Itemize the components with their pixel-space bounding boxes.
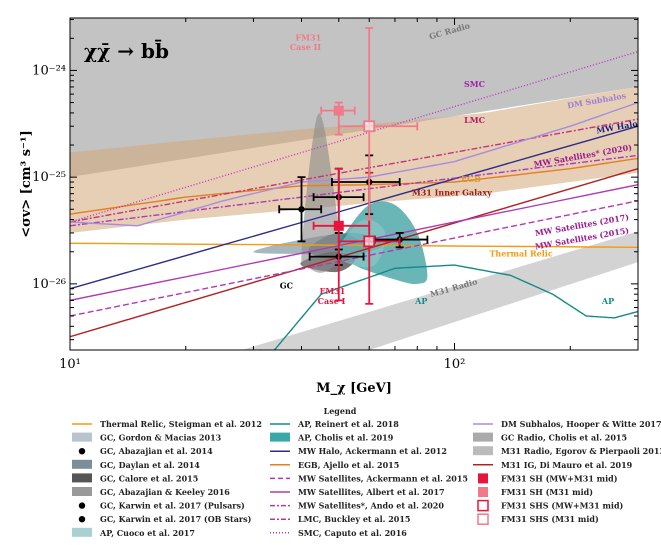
svg-text:GC, Abazajian & Keeley 2016: GC, Abazajian & Keeley 2016 [100, 487, 230, 497]
contour-gcabaz [301, 113, 339, 273]
tick-layer: 10¹ 10² 10⁻²⁶ 10⁻²⁵ 10⁻²⁴ [32, 18, 639, 372]
y-tick-label-1: 10⁻²⁵ [32, 170, 66, 185]
svg-text:FM31 SH (MW+M31 mid): FM31 SH (MW+M31 mid) [501, 473, 618, 483]
legend-item-25: FM31 SHS (M31 mid) [477, 513, 599, 525]
annotation-17: AP [414, 296, 427, 306]
svg-text:GC, Gordon & Macias 2013: GC, Gordon & Macias 2013 [100, 433, 222, 443]
plot-frame [69, 17, 639, 351]
legend-item-15: MW Satellites*, Ando et al. 2020 [270, 501, 444, 511]
svg-text:AP, Reinert et al. 2018: AP, Reinert et al. 2018 [297, 419, 399, 429]
legend-item-7: GC, Karwin et al. 2017 (OB Stars) [78, 514, 252, 524]
legend-item-4: GC, Calore et al. 2015 [72, 473, 198, 483]
svg-text:MW Satellites, Ackermann et al: MW Satellites, Ackermann et al. 2015 [298, 473, 468, 483]
legend-item-18: DM Subhalos, Hooper & Witte 2017 [473, 419, 661, 429]
point-fm31shs_m31 [337, 27, 419, 221]
line-thermal [70, 242, 638, 248]
legend-title: Legend [324, 406, 357, 416]
legend-item-19: GC Radio, Cholis et al. 2015 [473, 432, 627, 443]
legend-item-0: Thermal Relic, Steigman et al. 2012 [72, 419, 262, 429]
annotation-16: Case II [290, 42, 322, 52]
legend-item-17: SMC, Caputo et al. 2016 [270, 528, 407, 538]
legend-item-16: LMC, Buckley et al. 2015 [270, 514, 410, 524]
point-fm31sh_mwm31 [312, 167, 371, 302]
point-layer [278, 27, 429, 305]
point-abaz2014 [278, 176, 323, 243]
svg-text:MW Satellites*, Ando et al. 20: MW Satellites*, Ando et al. 2020 [298, 501, 444, 511]
svg-text:LMC, Buckley et al. 2015: LMC, Buckley et al. 2015 [298, 514, 410, 524]
legend-item-12: EGB, Ajello et al. 2015 [270, 460, 399, 470]
svg-text:DM Subhalos, Hooper & Witte 20: DM Subhalos, Hooper & Witte 2017 [501, 419, 661, 429]
svg-text:EGB, Ajello et al. 2015: EGB, Ajello et al. 2015 [298, 460, 399, 470]
legend-item-21: M31 IG, Di Mauro et al. 2019 [473, 460, 633, 470]
legend-item-9: AP, Reinert et al. 2018 [270, 419, 399, 429]
svg-text:Thermal Relic, Steigman et al.: Thermal Relic, Steigman et al. 2012 [100, 419, 262, 429]
svg-text:GC Radio, Cholis et al. 2015: GC Radio, Cholis et al. 2015 [501, 433, 627, 443]
y-tick-label-2: 10⁻²⁴ [32, 63, 66, 78]
svg-text:FM31 SHS (M31 mid): FM31 SHS (M31 mid) [501, 514, 599, 524]
legend: Thermal Relic, Steigman et al. 2012 GC, G… [72, 419, 661, 538]
annotation-7: M31 Inner Galaxy [412, 188, 492, 198]
svg-text:GC, Abazajian et al. 2014: GC, Abazajian et al. 2014 [100, 446, 213, 456]
legend-item-14: MW Satellites, Albert et al. 2017 [270, 487, 445, 497]
line-mwsat2020 [70, 154, 638, 227]
svg-text:FM31 SH (M31 mid): FM31 SH (M31 mid) [501, 487, 593, 497]
legend-item-1: GC, Gordon & Macias 2013 [72, 432, 222, 443]
legend-item-8: AP, Cuoco et al. 2017 [72, 527, 195, 538]
svg-text:GC, Daylan et al. 2014: GC, Daylan et al. 2014 [100, 460, 200, 470]
legend-item-13: MW Satellites, Ackermann et al. 2015 [270, 473, 468, 483]
svg-text:GC, Karwin et al. 2017 (OB Sta: GC, Karwin et al. 2017 (OB Stars) [100, 514, 252, 524]
annotation-1: SMC [464, 79, 485, 89]
legend-item-24: FM31 SHS (MW+M31 mid) [477, 499, 624, 512]
line-dmsub [70, 101, 638, 227]
legend-item-11: MW Halo, Ackermann et al. 2012 [270, 446, 447, 456]
legend-item-22: FM31 SH (MW+M31 mid) [478, 473, 618, 484]
svg-text:MW Satellites, Albert et al. 2: MW Satellites, Albert et al. 2017 [298, 487, 445, 497]
annotation-10: Thermal Relic [489, 249, 552, 259]
line-lmc [70, 118, 638, 223]
annotation-6: EGB [461, 174, 481, 184]
svg-text:FM31 SHS (MW+M31 mid): FM31 SHS (MW+M31 mid) [501, 501, 624, 511]
band-m31radio-fill [241, 231, 638, 350]
y-tick-label-0: 10⁻²⁶ [32, 277, 66, 292]
legend-item-3: GC, Daylan et al. 2014 [72, 459, 200, 470]
annotation-3: LMC [464, 115, 485, 125]
y-axis-label: <σv> [cm³ s⁻¹] [19, 130, 34, 238]
svg-text:GC, Karwin et al. 2017 (Pulsar: GC, Karwin et al. 2017 (Pulsars) [100, 501, 245, 511]
legend-item-5: GC, Abazajian & Keeley 2016 [72, 487, 230, 497]
legend-item-2: GC, Abazajian et al. 2014 [78, 446, 213, 456]
x-tick-label-0: 10¹ [59, 357, 81, 372]
legend-item-23: FM31 SH (M31 mid) [478, 487, 593, 497]
annotation-18: AP [601, 296, 614, 306]
svg-text:M31 IG, Di Mauro et al. 2019: M31 IG, Di Mauro et al. 2019 [501, 460, 633, 470]
band-gcradio [70, 18, 638, 178]
annotation-13: FM31 [320, 286, 346, 296]
svg-text:AP, Cuoco et al. 2017: AP, Cuoco et al. 2017 [99, 528, 195, 538]
svg-text:M31 Radio, Egorov & Pierpaoli: M31 Radio, Egorov & Pierpaoli 2013 [501, 446, 661, 456]
line-mwsat2015 [70, 200, 638, 317]
legend-item-10: AP, Cholis et al. 2019 [270, 432, 394, 443]
x-axis-label: M_χ [GeV] [316, 381, 392, 396]
svg-text:AP, Cholis et al. 2019: AP, Cholis et al. 2019 [297, 433, 394, 443]
channel-label: χχ̄ → bb̄ [84, 38, 169, 63]
annotation-12: GC [280, 281, 293, 291]
svg-text:GC, Calore et al. 2015: GC, Calore et al. 2015 [100, 473, 198, 483]
legend-item-20: M31 Radio, Egorov & Pierpaoli 2013 [473, 446, 661, 456]
annotation-15: FM31 [296, 33, 322, 43]
line-mwsat2017 [70, 184, 638, 302]
legend-item-6: GC, Karwin et al. 2017 (Pulsars) [78, 501, 245, 511]
svg-text:MW Halo, Ackermann et al. 2012: MW Halo, Ackermann et al. 2012 [298, 446, 447, 456]
svg-text:SMC, Caputo et al. 2016: SMC, Caputo et al. 2016 [298, 528, 407, 538]
x-tick-label-1: 10² [444, 357, 466, 372]
annotation-14: Case I [318, 296, 346, 306]
line-mwhalo [70, 125, 638, 290]
line-m31ig [70, 168, 638, 338]
line-ap [273, 264, 638, 350]
band-layer [70, 18, 638, 350]
